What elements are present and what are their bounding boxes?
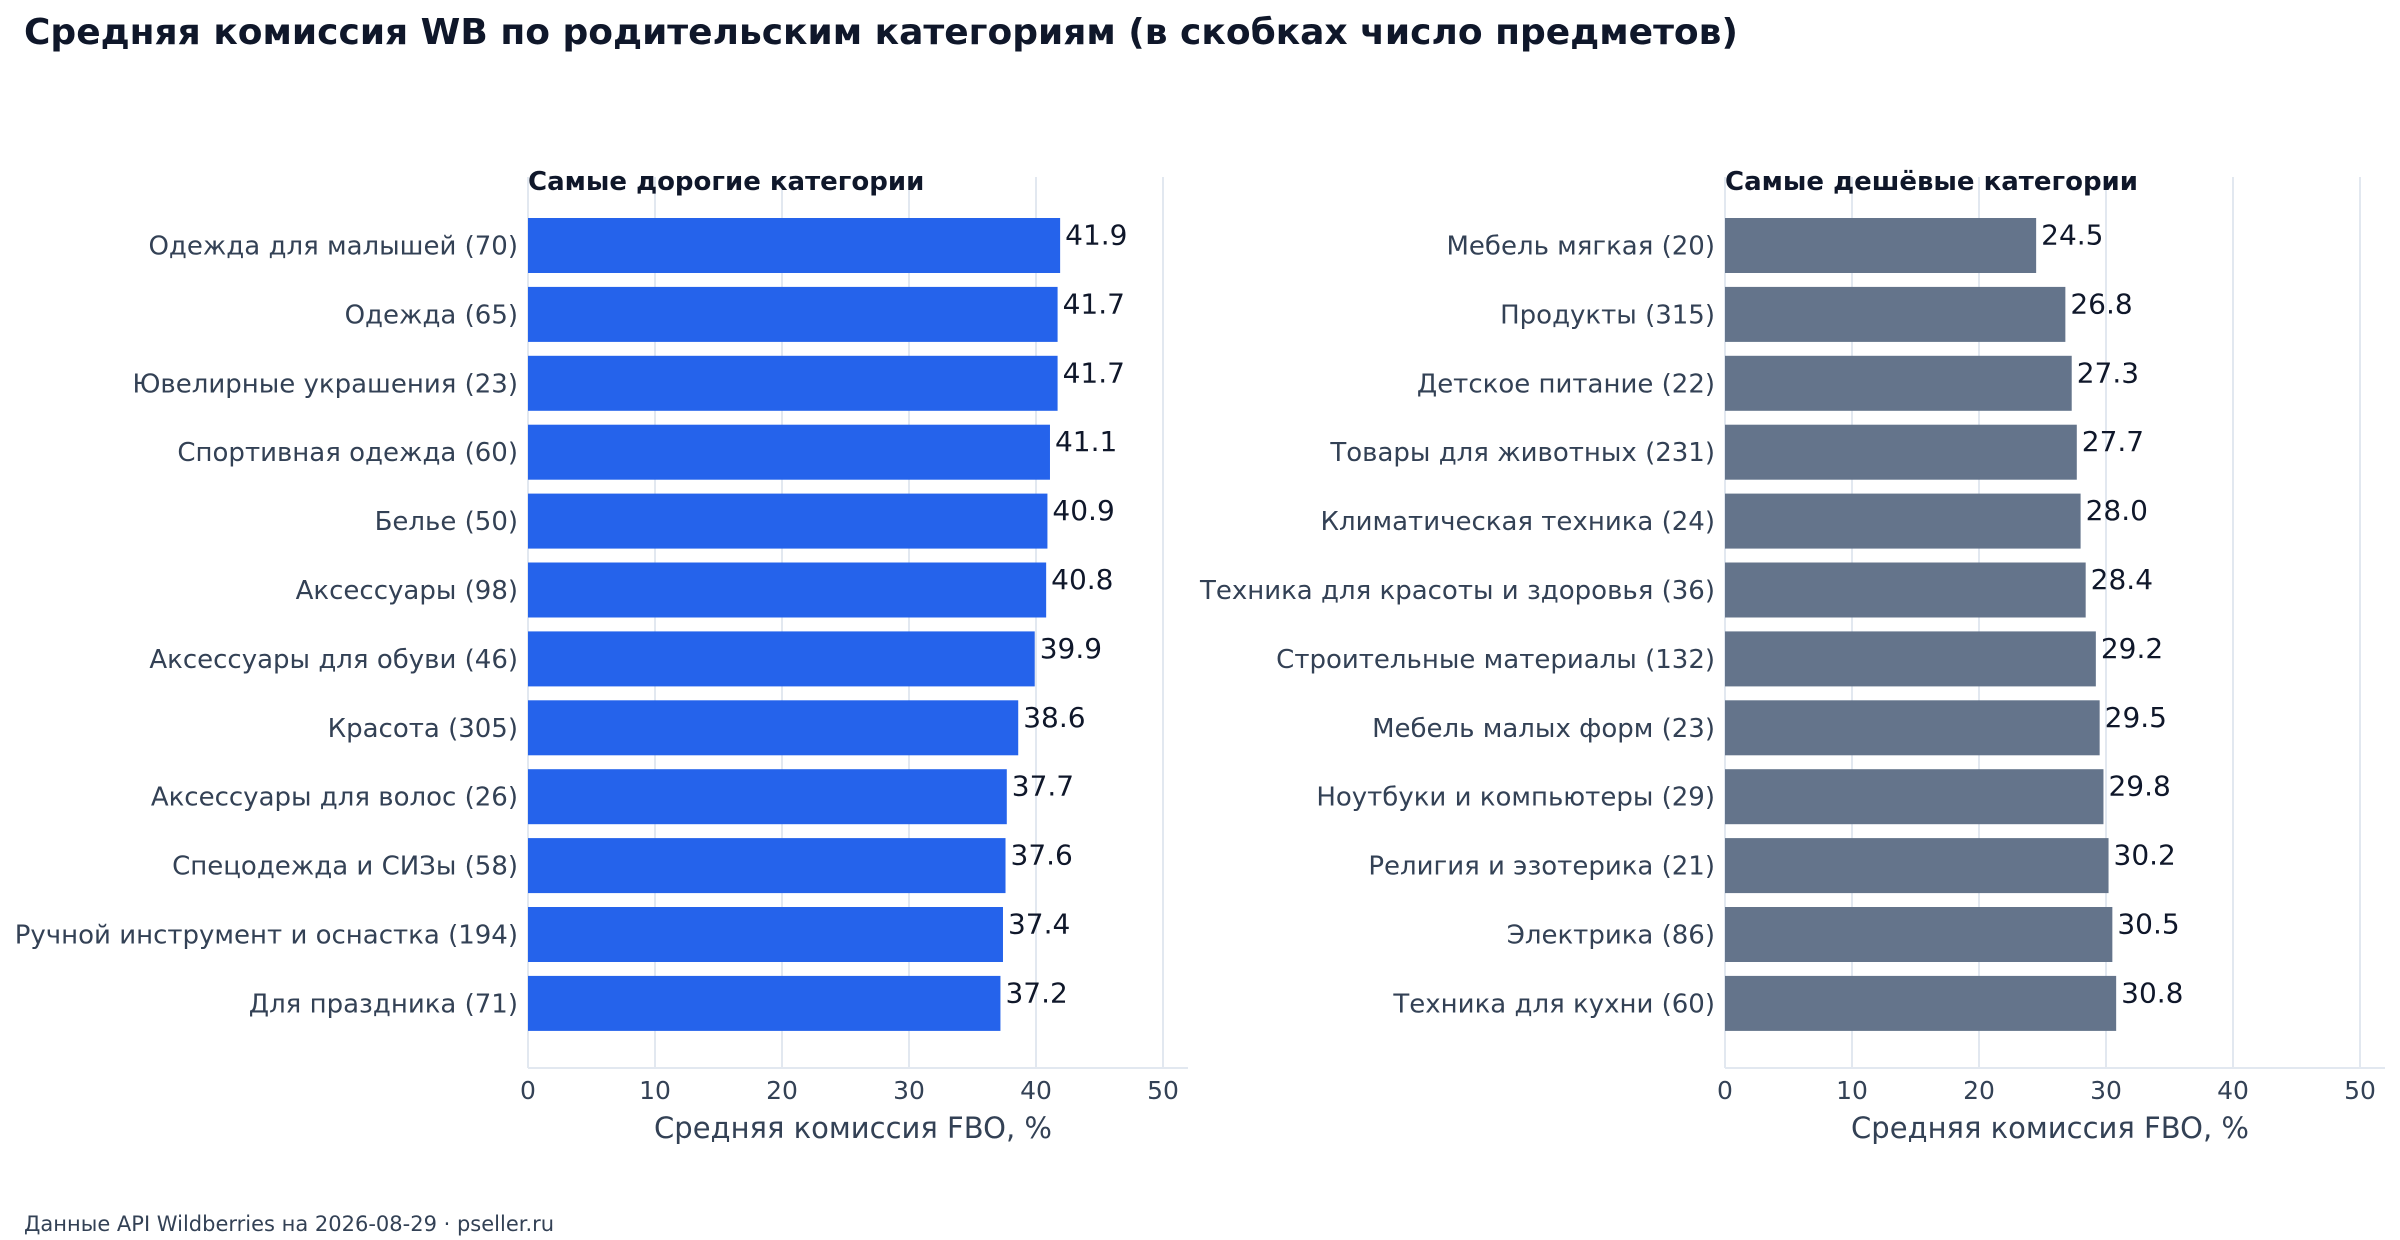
bar (1725, 355, 2072, 411)
value-label: 38.6 (1023, 701, 1085, 734)
value-label: 30.2 (2114, 839, 2176, 872)
category-label: Спецодежда и СИЗы (58) (172, 852, 518, 882)
chart-panel-expensive: Самые дорогие категории Одежда для малыше… (15, 167, 1188, 1145)
footer-note: Данные API Wildberries на 2026-08-29 · p… (24, 1212, 555, 1236)
category-label: Красота (305) (328, 714, 518, 744)
category-label: Электрика (86) (1507, 921, 1715, 951)
value-label: 28.4 (2091, 563, 2153, 596)
category-label: Техника для красоты и здоровья (36) (1199, 576, 1715, 606)
bar (528, 355, 1058, 411)
value-label: 29.8 (2108, 770, 2170, 803)
category-label: Аксессуары для обуви (46) (149, 645, 518, 675)
x-axis-title: Средняя комиссия FBO, % (1851, 1111, 2249, 1145)
value-label: 40.8 (1051, 563, 1113, 596)
category-label: Аксессуары (98) (296, 576, 518, 606)
x-tick-label: 20 (1963, 1076, 1995, 1105)
value-label: 37.6 (1011, 839, 1073, 872)
bar (1725, 562, 2086, 618)
x-tick-label: 20 (766, 1076, 798, 1105)
bar (528, 769, 1007, 825)
category-label: Продукты (315) (1500, 300, 1715, 330)
category-label: Ювелирные украшения (23) (132, 369, 518, 399)
value-label: 29.5 (2105, 701, 2167, 734)
value-label: 41.7 (1063, 287, 1125, 320)
bar (1725, 424, 2077, 480)
value-label: 37.2 (1005, 976, 1067, 1009)
x-tick-label: 0 (1717, 1076, 1733, 1105)
bar (528, 631, 1035, 687)
category-label: Строительные материалы (132) (1276, 645, 1715, 675)
bar (1725, 493, 2081, 549)
x-tick-label: 50 (1147, 1076, 1179, 1105)
bar (1725, 769, 2104, 825)
bar (528, 700, 1019, 756)
panel-title: Самые дорогие категории (528, 167, 924, 197)
category-label: Религия и эзотерика (21) (1368, 852, 1715, 882)
value-label: 41.7 (1063, 356, 1125, 389)
bar (528, 562, 1047, 618)
chart-panel-cheap: Самые дешёвые категории Мебель мягкая (20… (1199, 167, 2385, 1145)
x-tick-label: 40 (1020, 1076, 1052, 1105)
bar (528, 286, 1058, 342)
bar (1725, 838, 2109, 894)
value-label: 27.7 (2082, 425, 2144, 458)
value-label: 27.3 (2077, 356, 2139, 389)
category-label: Детское питание (22) (1417, 369, 1715, 399)
x-tick-label: 40 (2217, 1076, 2249, 1105)
bar (1725, 907, 2113, 962)
value-label: 29.2 (2101, 632, 2163, 665)
category-label: Ноутбуки и компьютеры (29) (1316, 783, 1715, 813)
x-tick-label: 10 (639, 1076, 671, 1105)
value-label: 41.1 (1055, 425, 1117, 458)
value-label: 39.9 (1040, 632, 1102, 665)
category-label: Белье (50) (375, 507, 518, 537)
value-label: 24.5 (2041, 219, 2103, 252)
bar (1725, 631, 2096, 687)
category-label: Одежда (65) (345, 300, 518, 330)
category-label: Климатическая техника (24) (1321, 507, 1715, 537)
bar (528, 424, 1050, 480)
category-label: Спортивная одежда (60) (177, 438, 518, 468)
value-label: 30.8 (2121, 976, 2183, 1009)
category-label: Одежда для малышей (70) (148, 232, 518, 262)
bar (528, 838, 1006, 894)
value-label: 30.5 (2117, 908, 2179, 941)
category-label: Товары для животных (231) (1329, 438, 1715, 468)
bar (1725, 700, 2100, 756)
x-tick-label: 30 (2090, 1076, 2122, 1105)
x-tick-label: 30 (893, 1076, 925, 1105)
bar (528, 907, 1003, 962)
category-label: Техника для кухни (60) (1392, 989, 1715, 1019)
value-label: 28.0 (2086, 494, 2148, 527)
bar (528, 218, 1061, 273)
category-label: Для праздника (71) (249, 989, 518, 1019)
category-label: Мебель мягкая (20) (1447, 232, 1716, 262)
x-tick-label: 10 (1836, 1076, 1868, 1105)
category-label: Ручной инструмент и оснастка (194) (15, 921, 518, 951)
bar (528, 493, 1048, 549)
value-label: 37.7 (1012, 770, 1074, 803)
category-label: Мебель малых форм (23) (1372, 714, 1715, 744)
x-tick-label: 0 (520, 1076, 536, 1105)
page-title: Средняя комиссия WB по родительским кате… (24, 12, 1738, 53)
bar (1725, 975, 2117, 1031)
bar (528, 975, 1001, 1031)
bar (1725, 286, 2066, 342)
value-label: 37.4 (1008, 908, 1070, 941)
x-tick-label: 50 (2344, 1076, 2376, 1105)
bar (1725, 218, 2037, 273)
value-label: 26.8 (2070, 287, 2132, 320)
value-label: 41.9 (1065, 219, 1127, 252)
value-label: 40.9 (1052, 494, 1114, 527)
category-label: Аксессуары для волос (26) (151, 783, 518, 813)
panel-title: Самые дешёвые категории (1725, 167, 2138, 197)
x-axis-title: Средняя комиссия FBO, % (654, 1111, 1052, 1145)
